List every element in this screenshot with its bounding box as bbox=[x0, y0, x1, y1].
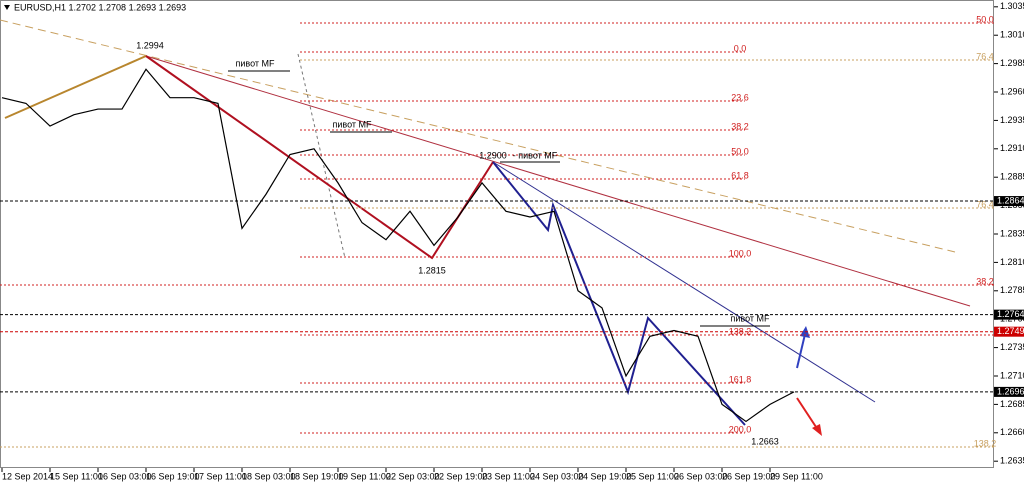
y-tick-label: 1.2985 bbox=[1000, 58, 1024, 68]
x-tick-label: 23 Sep 11:00 bbox=[482, 471, 535, 481]
annotation: 1.2994 bbox=[136, 40, 164, 50]
x-tick-label: 16 Sep 19:00 bbox=[146, 471, 200, 481]
y-tick-label: 1.2660 bbox=[1000, 427, 1024, 437]
price-line bbox=[1, 68, 795, 423]
fib-label: 100.0 bbox=[729, 248, 752, 258]
zigzag bbox=[4, 55, 147, 119]
plot-frame bbox=[0, 0, 994, 468]
x-tick-label: 19 Sep 11:00 bbox=[338, 471, 391, 481]
x-tick-label: 29 Sep 11:00 bbox=[770, 471, 823, 481]
fib-label: 50.0 bbox=[731, 146, 749, 156]
fib-label: 76.4 bbox=[976, 199, 994, 209]
annotation: 1.2815 bbox=[418, 265, 446, 275]
fib-label: 138.2 bbox=[974, 438, 997, 448]
fib-label: 38.2 bbox=[976, 276, 994, 286]
x-tick-label: 18 Sep 03:00 bbox=[242, 471, 296, 481]
x-tick-label: 25 Sep 11:00 bbox=[626, 471, 679, 481]
fib-label: 0.0 bbox=[734, 43, 747, 53]
fib-label: 61.8 bbox=[731, 170, 749, 180]
y-tick-label: 1.2935 bbox=[1000, 115, 1024, 125]
trend-line bbox=[0, 19, 956, 253]
arrow-head bbox=[812, 424, 822, 436]
x-tick-label: 26 Sep 19:00 bbox=[722, 471, 776, 481]
x-tick-label: 24 Sep 19:00 bbox=[578, 471, 632, 481]
x-tick-label: 16 Sep 03:00 bbox=[98, 471, 152, 481]
annotation: 1.2900 bbox=[479, 150, 507, 160]
y-tick-label: 1.3010 bbox=[1000, 30, 1024, 40]
y-tick-label: 1.2885 bbox=[1000, 172, 1024, 182]
title-arrow bbox=[4, 5, 10, 10]
price-label: 1.2749 bbox=[997, 326, 1024, 336]
price-label: 1.2864 bbox=[997, 195, 1024, 205]
annotation: пивот MF bbox=[332, 119, 372, 129]
price-label: 1.2764 bbox=[997, 309, 1024, 319]
x-tick-label: 18 Sep 19:00 bbox=[290, 471, 344, 481]
arrow-down bbox=[796, 397, 819, 431]
y-tick-label: 1.2735 bbox=[1000, 342, 1024, 352]
y-tick-label: 1.2810 bbox=[1000, 257, 1024, 267]
y-tick-label: 1.2960 bbox=[1000, 86, 1024, 96]
x-tick-label: 22 Sep 19:00 bbox=[434, 471, 488, 481]
x-tick-label: 17 Sep 11:00 bbox=[194, 471, 247, 481]
x-tick-label: 12 Sep 2014 bbox=[2, 471, 53, 481]
annotation: пивот MF bbox=[235, 58, 275, 68]
annotation: пивот MF bbox=[730, 313, 770, 323]
y-tick-label: 1.2910 bbox=[1000, 143, 1024, 153]
trend-line bbox=[145, 55, 971, 307]
price-box bbox=[994, 196, 1024, 207]
trend-line bbox=[492, 161, 876, 403]
annotation: - пивот MF bbox=[513, 150, 558, 160]
fib-axis bbox=[297, 53, 346, 259]
x-tick-label: 22 Sep 03:00 bbox=[386, 471, 440, 481]
price-box bbox=[994, 326, 1024, 337]
zigzag bbox=[492, 161, 746, 426]
y-tick-label: 1.3035 bbox=[1000, 1, 1024, 11]
price-box bbox=[994, 309, 1024, 320]
x-tick-label: 15 Sep 11:00 bbox=[50, 471, 103, 481]
zigzag bbox=[145, 55, 494, 260]
price-box bbox=[994, 386, 1024, 397]
y-tick-label: 1.2785 bbox=[1000, 285, 1024, 295]
fib-label: 38.2 bbox=[731, 121, 749, 131]
x-tick-label: 24 Sep 03:00 bbox=[530, 471, 584, 481]
fib-label: 23.6 bbox=[731, 92, 749, 102]
price-label: 1.2696 bbox=[997, 386, 1024, 396]
y-tick-label: 1.2635 bbox=[1000, 456, 1024, 466]
chart-title: EURUSD,H1 1.2702 1.2708 1.2693 1.2693 bbox=[14, 2, 186, 12]
fib-label: 200.0 bbox=[729, 424, 752, 434]
y-tick-label: 1.2710 bbox=[1000, 370, 1024, 380]
fib-label: 50.0 bbox=[976, 14, 994, 24]
annotation: 1.2663 bbox=[751, 436, 779, 446]
fib-label: 161.8 bbox=[729, 374, 752, 384]
fib-label: 76.4 bbox=[976, 51, 994, 61]
y-tick-label: 1.2685 bbox=[1000, 399, 1024, 409]
y-tick-label: 1.2835 bbox=[1000, 228, 1024, 238]
x-tick-label: 26 Sep 03:00 bbox=[674, 471, 728, 481]
